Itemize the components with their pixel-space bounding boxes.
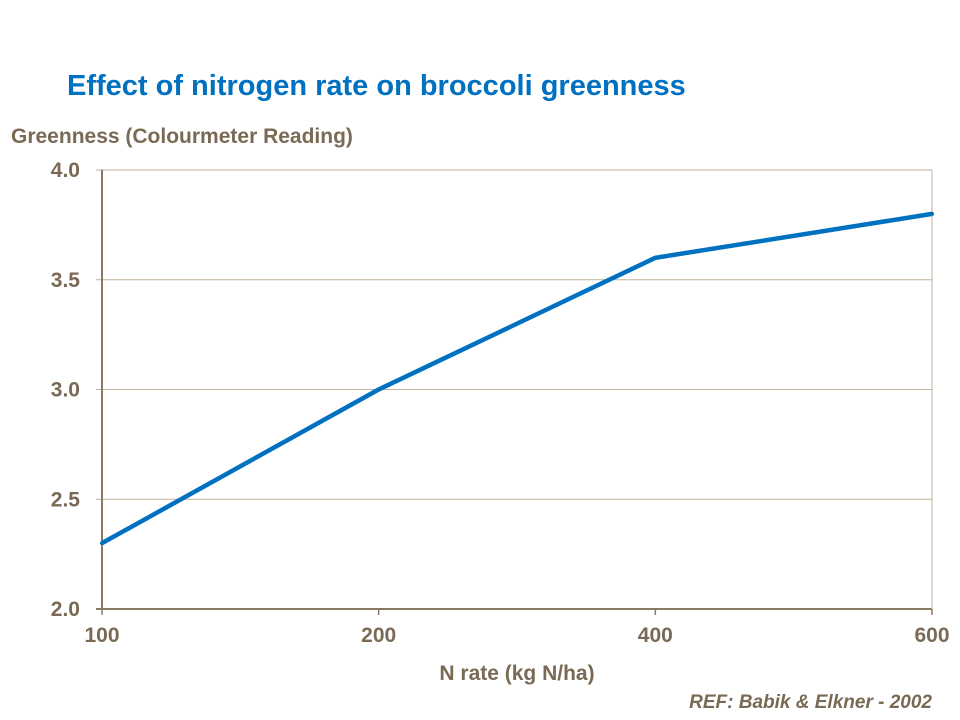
- x-tick-label: 200: [361, 624, 396, 647]
- data-point: [653, 255, 658, 260]
- y-tick-label: 3.5: [51, 269, 81, 292]
- data-point: [100, 541, 104, 546]
- y-tick-label: 3.0: [51, 379, 80, 402]
- y-tick-label: 4.0: [51, 159, 80, 182]
- series-line: [100, 211, 933, 546]
- x-tick-label: 600: [914, 624, 949, 647]
- x-axis-label: N rate (kg N/ha): [439, 662, 595, 685]
- data-point: [376, 387, 381, 392]
- x-tick-label: 400: [638, 624, 673, 647]
- reference-note: REF: Babik & Elkner - 2002: [689, 692, 932, 713]
- y-axis-label: Greenness (Colourmeter Reading): [11, 125, 353, 148]
- y-tick-label: 2.5: [51, 488, 81, 511]
- y-tick-label: 2.0: [51, 598, 80, 621]
- x-tick-label: 100: [84, 624, 119, 647]
- chart-title: Effect of nitrogen rate on broccoli gree…: [67, 70, 686, 102]
- data-point: [930, 211, 934, 216]
